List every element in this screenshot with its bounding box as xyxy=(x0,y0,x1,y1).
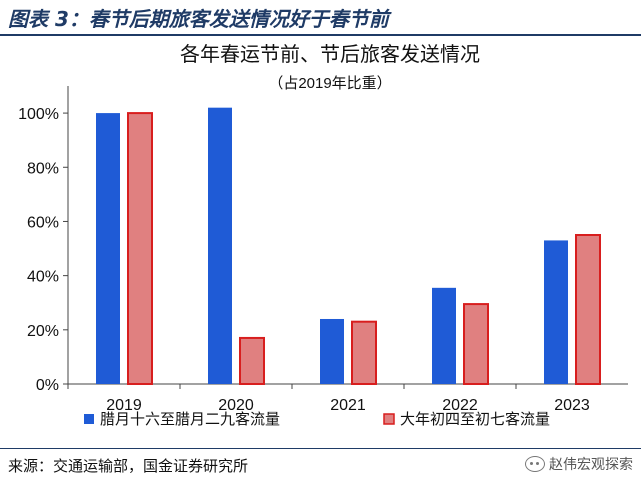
bar-2019-s1 xyxy=(96,113,120,384)
bar-2021-s2 xyxy=(351,320,377,386)
bar-2021-s1 xyxy=(320,318,344,384)
bar-2020-s1 xyxy=(208,107,232,384)
legend-swatch-2 xyxy=(383,413,395,425)
y-tick-label: 60% xyxy=(27,214,59,231)
watermark: 赵伟宏观探索 xyxy=(525,454,633,474)
chart-area: 各年春运节前、节后旅客发送情况 （占2019年比重） 0% 20% 40% 60% 80… xyxy=(0,36,641,449)
chart-bars xyxy=(96,107,601,386)
x-tick-label: 2019 xyxy=(106,397,142,414)
watermark-text: 赵伟宏观探索 xyxy=(549,457,633,473)
chart-subtitle: （占2019年比重） xyxy=(268,75,391,92)
x-tick-label: 2020 xyxy=(218,397,254,414)
x-tick-label: 2021 xyxy=(330,397,366,414)
x-tick-label: 2023 xyxy=(554,397,590,414)
wechat-icon xyxy=(525,456,545,472)
figure-title: 图表 3：春节后期旅客发送情况好于春节前 xyxy=(8,7,389,31)
y-tick-label: 80% xyxy=(27,160,59,177)
y-tick-label: 100% xyxy=(18,106,59,123)
bar-2023-s2 xyxy=(575,234,601,385)
bar-2022-s2 xyxy=(463,303,489,385)
chart-legend: 腊月十六至腊月二九客流量 大年初四至初七客流量 xyxy=(84,411,550,428)
x-tick-label: 2022 xyxy=(442,397,478,414)
chart-axes: 0% 20% 40% 60% 80% 100% 2019 2020 2021 2022 2023 xyxy=(18,86,628,414)
y-tick-label: 0% xyxy=(36,377,59,394)
legend-label-2: 大年初四至初七客流量 xyxy=(400,411,550,428)
y-tick-label: 40% xyxy=(27,269,59,286)
legend-swatch-1 xyxy=(84,414,94,424)
bar-2023-s1 xyxy=(544,240,568,384)
bar-2019-s2 xyxy=(127,112,153,385)
bar-2022-s1 xyxy=(432,287,456,384)
bar-2020-s2 xyxy=(239,336,265,386)
bar-chart: 各年春运节前、节后旅客发送情况 （占2019年比重） 0% 20% 40% 60% 80… xyxy=(18,43,628,428)
chart-title: 各年春运节前、节后旅客发送情况 xyxy=(180,43,480,66)
figure-header: 图表 3：春节后期旅客发送情况好于春节前 xyxy=(0,0,641,36)
legend-label-1: 腊月十六至腊月二九客流量 xyxy=(100,411,280,428)
source-note: 来源：交通运输部，国金证券研究所 xyxy=(8,457,249,475)
y-tick-label: 20% xyxy=(27,323,59,340)
